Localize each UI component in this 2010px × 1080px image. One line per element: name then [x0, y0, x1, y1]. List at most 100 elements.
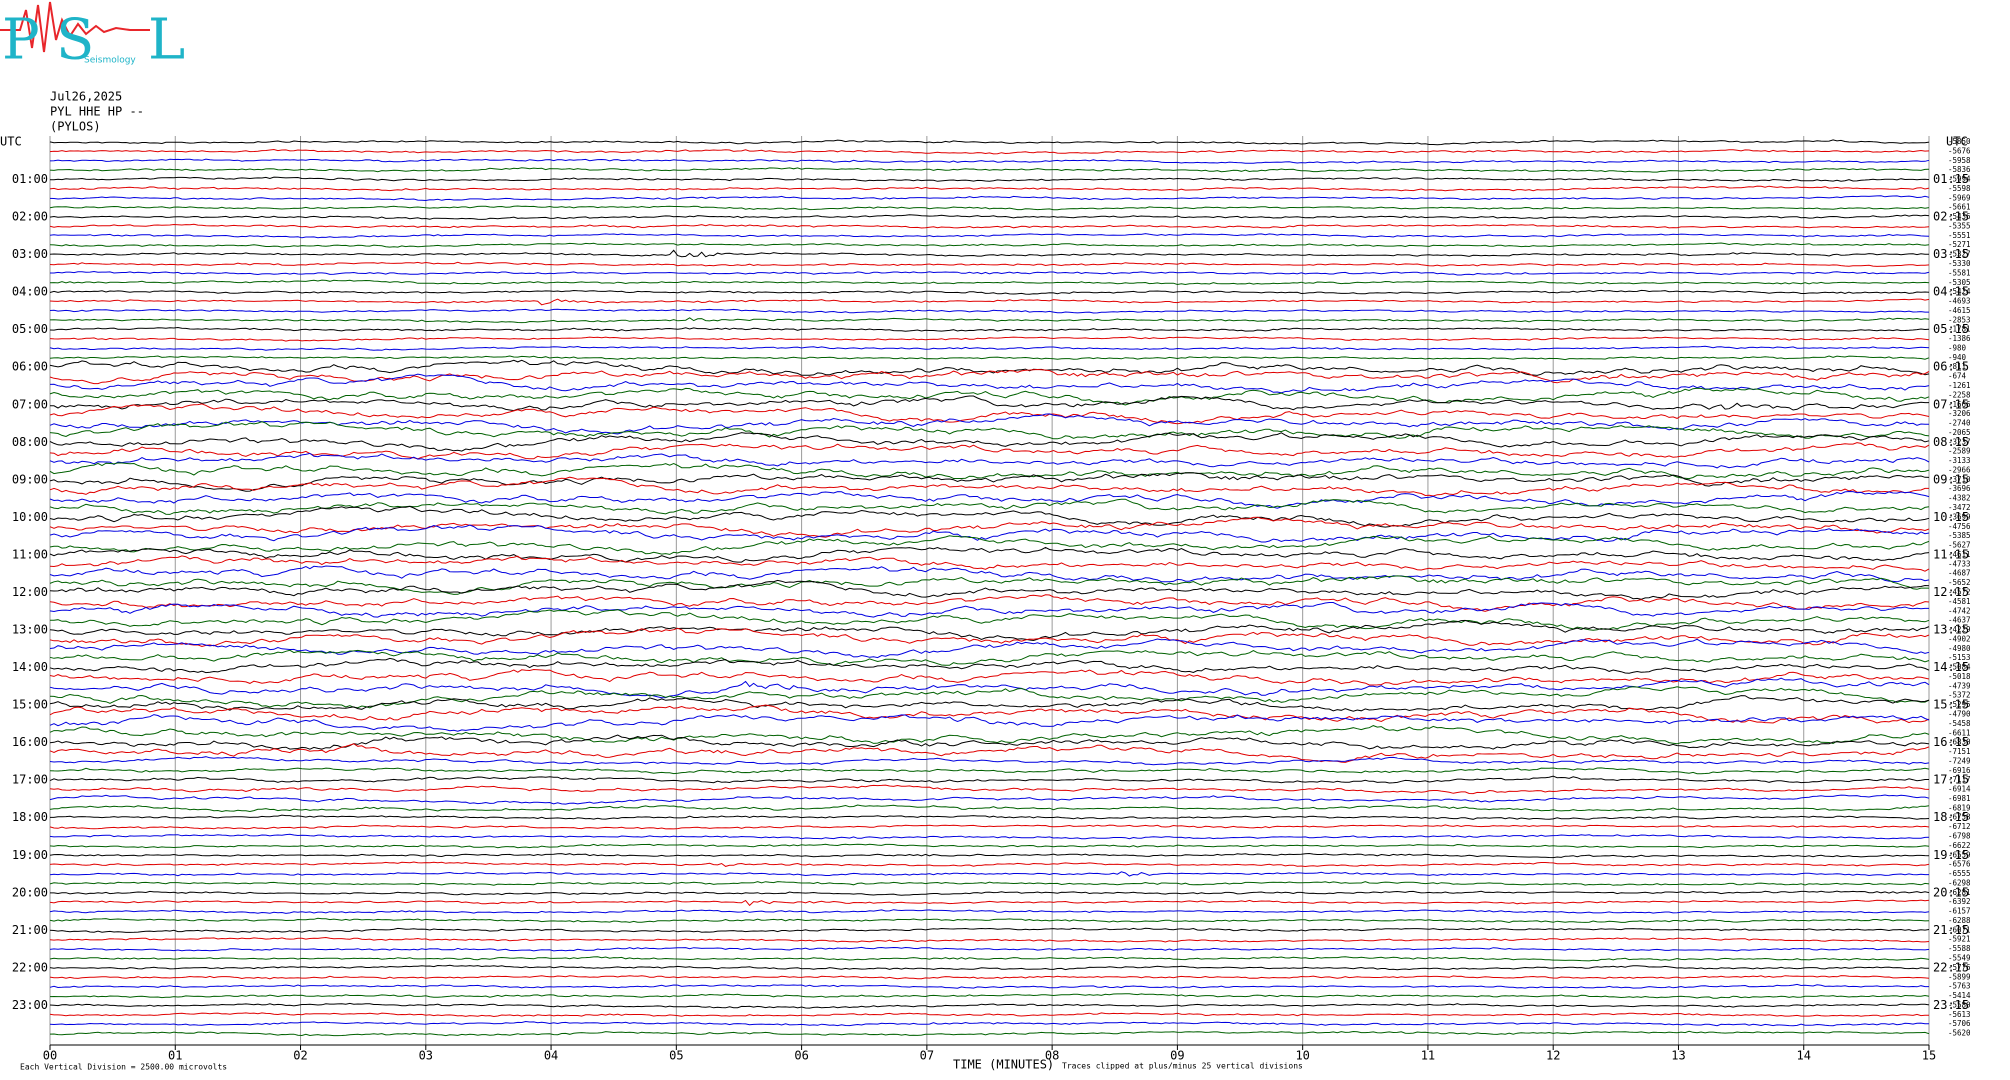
trace-offset: -2853: [1948, 315, 1971, 324]
trace: [49, 714, 1930, 732]
trace-offset: -4382: [1948, 494, 1971, 503]
axis-title: TIME (MINUTES): [953, 1058, 1054, 1072]
trace: [49, 205, 1930, 211]
trace: [49, 657, 1930, 674]
trace: [49, 1012, 1929, 1018]
trace: [49, 345, 1930, 351]
trace: [49, 317, 1930, 324]
trace: [49, 861, 1930, 868]
trace-offset: -4687: [1948, 569, 1971, 578]
trace-offset: -5969: [1948, 193, 1971, 202]
trace: [49, 326, 1930, 332]
header-date: Jul26,2025: [50, 90, 122, 104]
footer-clip: Traces clipped at plus/minus 25 vertical…: [1062, 1062, 1303, 1071]
trace-offset: -5549: [1948, 953, 1971, 962]
trace-offset: -1781: [1948, 325, 1971, 334]
trace-offset: -5627: [1948, 541, 1971, 550]
x-tick-label: 02: [293, 1049, 307, 1063]
trace-offset: -6819: [1948, 803, 1971, 812]
utc-label: UTC: [0, 135, 22, 149]
trace-offset: -6281: [1948, 888, 1971, 897]
x-tick-label: 04: [544, 1049, 558, 1063]
trace-offset: -6157: [1948, 907, 1971, 916]
hour-label: 07:15: [1933, 397, 1969, 411]
trace: [49, 185, 1930, 192]
x-tick-label: 07: [920, 1049, 934, 1063]
trace: [49, 336, 1930, 342]
trace-offset: -4742: [1948, 606, 1971, 615]
trace-offset: -5581: [1948, 268, 1971, 277]
trace-offset: -6288: [1948, 916, 1971, 925]
trace-offset: -5414: [1948, 991, 1971, 1000]
x-tick-label: 06: [794, 1049, 808, 1063]
trace-offset: -5652: [1948, 578, 1971, 587]
x-tick-label: 08: [1045, 1049, 1059, 1063]
trace-offset: -5588: [1948, 944, 1971, 953]
trace: [49, 704, 1930, 724]
trace: [49, 546, 1930, 563]
trace-offset: -4611: [1948, 550, 1971, 559]
logo-subtitle: Seismology: [84, 56, 136, 66]
trace: [49, 421, 1930, 440]
trace: [49, 242, 1930, 248]
logo-letter: S: [56, 8, 94, 73]
trace-offset: -2065: [1948, 428, 1971, 437]
trace-offset: -674: [1948, 372, 1967, 381]
hour-label: 13:00: [12, 623, 48, 637]
trace-offset: -5921: [1948, 935, 1971, 944]
trace: [49, 498, 1930, 515]
trace: [49, 579, 1930, 600]
trace-offset: -5295: [1948, 700, 1971, 709]
trace-offset: -5994: [1948, 175, 1971, 184]
trace: [49, 279, 1930, 286]
hour-label: 14:15: [1933, 660, 1969, 674]
trace: [49, 387, 1930, 406]
trace-offset: -5355: [1948, 221, 1971, 230]
logo-letter: P: [2, 8, 40, 73]
trace-offset: -5084: [1948, 663, 1971, 672]
hour-label: 12:00: [12, 585, 48, 599]
hour-label: 10:15: [1933, 510, 1969, 524]
trace-offset: -2966: [1948, 465, 1971, 474]
hour-label: 19:00: [12, 848, 48, 862]
trace-offset: -3472: [1948, 503, 1971, 512]
hour-label: 09:15: [1933, 472, 1969, 486]
hour-label: 15:00: [12, 698, 48, 712]
hour-label: 02:00: [12, 210, 48, 224]
trace-offset: -5580: [1948, 1000, 1971, 1009]
hour-label: 03:00: [12, 247, 48, 261]
trace-offset: -5424: [1948, 287, 1971, 296]
trace-offset: -1666: [1948, 400, 1971, 409]
trace: [49, 767, 1930, 775]
trace-offset: -4902: [1948, 634, 1971, 643]
trace: [49, 743, 1930, 763]
trace: [49, 686, 1930, 709]
header-station: (PYLOS): [50, 120, 101, 134]
trace: [49, 214, 1930, 220]
trace: [49, 881, 1930, 886]
trace: [49, 555, 1930, 572]
trace-offset: -6981: [1948, 794, 1971, 803]
trace-offset: -4790: [1948, 709, 1971, 718]
hour-label: 22:00: [12, 960, 48, 974]
trace-offset: -6392: [1948, 897, 1971, 906]
trace-offset: -3133: [1948, 456, 1971, 465]
hour-label: 12:15: [1933, 585, 1969, 599]
trace: [49, 852, 1930, 859]
trace: [50, 890, 1930, 896]
trace-offset: -6071: [1948, 925, 1971, 934]
trace-offset: -5372: [1948, 691, 1971, 700]
trace-offset: -6576: [1948, 860, 1971, 869]
hour-label: 19:15: [1933, 848, 1969, 862]
trace-offset: -940: [1948, 353, 1967, 362]
trace: [49, 524, 1930, 543]
trace-offset: -5958: [1948, 156, 1971, 165]
trace: [49, 261, 1930, 267]
traces: [49, 139, 1930, 1037]
trace-offset: -6298: [1948, 878, 1971, 887]
trace-offset: -6914: [1948, 785, 1971, 794]
trace-offset: -5598: [1948, 184, 1971, 193]
trace-offset: -7151: [1948, 747, 1971, 756]
trace: [49, 249, 1930, 258]
